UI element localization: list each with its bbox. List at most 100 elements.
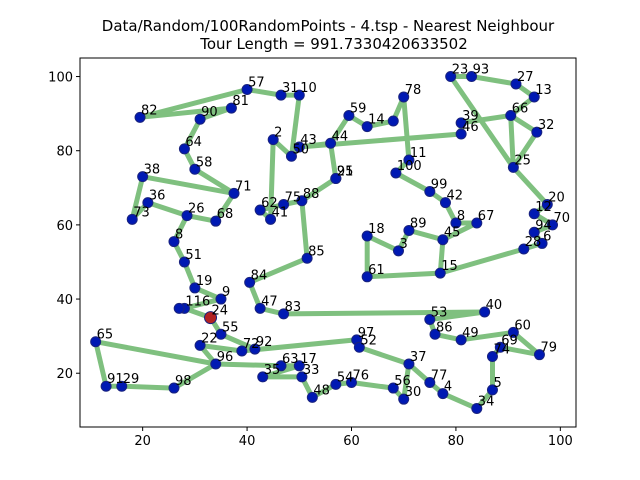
data-point xyxy=(466,71,478,83)
point-label: 13 xyxy=(535,83,552,98)
point-label: 53 xyxy=(431,305,448,320)
point-label: 116 xyxy=(185,294,210,309)
data-point xyxy=(306,391,318,403)
data-point xyxy=(168,382,180,394)
data-point xyxy=(361,230,373,242)
data-point xyxy=(471,402,483,414)
data-point xyxy=(296,371,308,383)
point-label: 21 xyxy=(337,165,354,180)
point-label: 75 xyxy=(285,190,302,205)
data-point xyxy=(173,302,185,314)
data-point xyxy=(142,197,154,209)
point-label: 99 xyxy=(431,178,448,193)
data-point xyxy=(471,217,483,229)
data-point xyxy=(293,89,305,101)
data-point xyxy=(439,197,451,209)
data-point xyxy=(398,91,410,103)
point-label: 100 xyxy=(397,159,422,174)
data-point xyxy=(424,186,436,198)
data-point xyxy=(434,267,446,279)
y-tick-label: 40 xyxy=(56,293,73,308)
point-label: 34 xyxy=(478,394,495,409)
y-tick-label: 100 xyxy=(48,71,73,86)
x-tick-label: 20 xyxy=(134,434,151,449)
data-point xyxy=(278,198,290,210)
data-point xyxy=(547,219,559,231)
data-point xyxy=(296,195,308,207)
point-label: 32 xyxy=(538,118,555,133)
point-label: 67 xyxy=(478,209,495,224)
point-label: 79 xyxy=(540,341,557,356)
data-point xyxy=(249,343,261,355)
point-label: 17 xyxy=(300,352,317,367)
point-label: 2 xyxy=(274,126,282,141)
data-point xyxy=(424,376,436,388)
point-label: 92 xyxy=(256,335,273,350)
point-label: 48 xyxy=(313,383,330,398)
data-point xyxy=(265,213,277,225)
point-label: 35 xyxy=(264,363,281,378)
point-label: 66 xyxy=(512,101,529,116)
point-label: 81 xyxy=(232,94,249,109)
point-label: 25 xyxy=(514,153,531,168)
data-point xyxy=(210,215,222,227)
data-point xyxy=(100,380,112,392)
data-point xyxy=(126,213,138,225)
point-label: 83 xyxy=(285,300,302,315)
x-tick-label: 100 xyxy=(548,434,573,449)
point-label: 84 xyxy=(251,268,268,283)
point-label: 29 xyxy=(123,372,140,387)
data-point xyxy=(403,154,415,166)
point-label: 36 xyxy=(149,189,166,204)
data-point xyxy=(244,276,256,288)
point-label: 49 xyxy=(462,326,479,341)
point-label: 5 xyxy=(493,376,501,391)
data-point xyxy=(533,349,545,361)
data-point xyxy=(293,360,305,372)
point-label: 52 xyxy=(360,333,377,348)
data-point xyxy=(455,128,467,140)
data-point xyxy=(178,256,190,268)
data-point xyxy=(215,328,227,340)
data-point xyxy=(387,382,399,394)
point-label: 97 xyxy=(358,326,375,341)
x-tick-label: 80 xyxy=(448,434,465,449)
point-label: 42 xyxy=(446,189,463,204)
data-point xyxy=(293,141,305,153)
point-label: 20 xyxy=(548,190,565,205)
point-label: 74 xyxy=(493,343,510,358)
point-label: 69 xyxy=(501,333,518,348)
data-point xyxy=(536,237,548,249)
data-point xyxy=(236,345,248,357)
point-label: 78 xyxy=(405,83,422,98)
data-point xyxy=(189,282,201,294)
point-label: 85 xyxy=(308,244,325,259)
point-label: 12 xyxy=(535,200,552,215)
data-point xyxy=(387,115,399,127)
data-point xyxy=(90,336,102,348)
point-label: 91 xyxy=(107,372,124,387)
data-point xyxy=(528,208,540,220)
data-point xyxy=(189,163,201,175)
point-label: 31 xyxy=(282,81,299,96)
data-point xyxy=(429,328,441,340)
data-point xyxy=(486,384,498,396)
data-point xyxy=(507,326,519,338)
point-label: 8 xyxy=(175,228,183,243)
data-point xyxy=(437,234,449,246)
point-label: 88 xyxy=(303,187,320,202)
point-label: 65 xyxy=(97,328,114,343)
data-point xyxy=(390,167,402,179)
data-point xyxy=(134,111,146,123)
data-point xyxy=(241,84,253,96)
point-label: 28 xyxy=(525,235,542,250)
data-point xyxy=(403,358,415,370)
point-label: 95 xyxy=(337,165,354,180)
point-label: 38 xyxy=(144,163,161,178)
point-label: 93 xyxy=(473,63,490,78)
data-point xyxy=(285,150,297,162)
point-label: 40 xyxy=(486,298,503,313)
data-point xyxy=(455,117,467,129)
point-label: 58 xyxy=(196,155,213,170)
data-point xyxy=(494,341,506,353)
